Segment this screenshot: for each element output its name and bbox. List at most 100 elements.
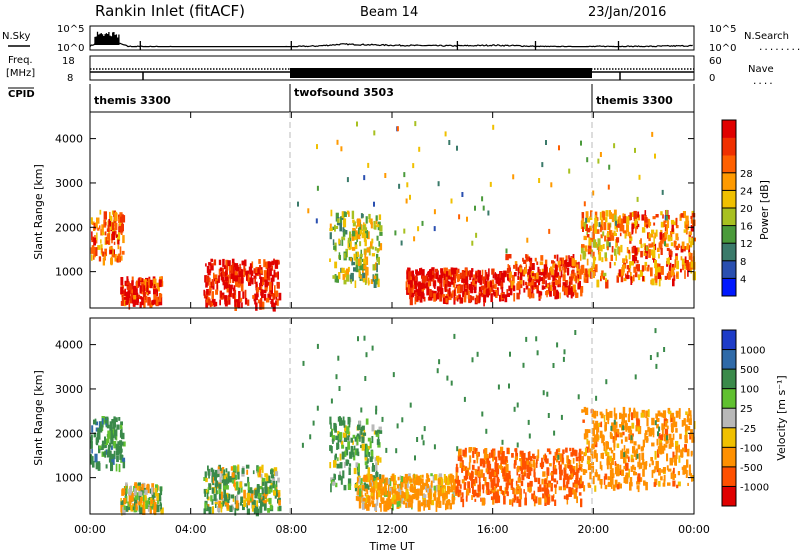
power-cell (586, 157, 589, 163)
power-cell (664, 231, 668, 240)
velocity-cell (672, 473, 677, 478)
power-cell (535, 276, 539, 283)
velocity-cell (370, 450, 374, 460)
velocity-cell (566, 495, 569, 505)
velocity-cell (258, 470, 261, 477)
velocity-cell (365, 418, 369, 425)
velocity-cell (400, 490, 404, 497)
power-cell (613, 143, 616, 149)
velocity-cell (220, 468, 223, 474)
velocity-cell (678, 410, 681, 420)
power-cell (585, 274, 589, 283)
velocity-cell (480, 473, 483, 478)
power-cell (673, 274, 676, 281)
power-cell (367, 277, 370, 286)
velocity-cell (415, 492, 419, 501)
velocity-cell (386, 503, 390, 511)
velocity-cell (654, 450, 657, 460)
power-cell (631, 211, 634, 217)
power-cell (458, 214, 461, 220)
velocity-cell (442, 485, 446, 489)
velocity-cell (631, 412, 634, 421)
velocity-cell (667, 468, 672, 472)
velocity-cell (416, 437, 419, 442)
power-cell (374, 225, 377, 230)
power-cell (354, 234, 357, 240)
velocity-cell (405, 502, 408, 508)
power-cell (585, 224, 588, 231)
velocity-cell (363, 475, 365, 482)
power-cell (452, 290, 454, 297)
velocity-cell (106, 451, 110, 458)
velocity-cell (582, 409, 587, 413)
power-cell (219, 267, 222, 272)
velocity-cell (523, 489, 525, 494)
velocity-cell (465, 496, 468, 502)
power-colorbar-tick-label: 8 (740, 257, 746, 268)
power-cell (207, 269, 211, 276)
velocity-cell (509, 351, 511, 357)
velocity-cell (121, 489, 125, 496)
power-cell (559, 257, 563, 263)
velocity-cell (263, 502, 267, 511)
power-cell (634, 272, 638, 278)
velocity-cell (212, 481, 215, 486)
power-cell (497, 273, 500, 278)
velocity-cell (579, 455, 581, 461)
velocity-cell (689, 410, 692, 416)
sky-right-label: N.Search (744, 31, 789, 42)
power-cell (420, 291, 424, 299)
velocity-cell (278, 491, 280, 501)
power-cell (136, 298, 139, 306)
power-cell (429, 271, 432, 280)
velocity-cell (217, 473, 220, 478)
power-ytick-label: 2000 (55, 221, 83, 234)
velocity-cell (472, 487, 474, 495)
power-cell (597, 158, 600, 164)
power-cell (580, 286, 584, 293)
x-tick-label: 20:00 (577, 523, 609, 536)
velocity-cell (110, 445, 113, 450)
velocity-cell (571, 447, 575, 456)
power-cell (456, 295, 459, 299)
power-cell (232, 266, 235, 275)
velocity-cell (527, 484, 530, 490)
velocity-cell (470, 480, 474, 488)
power-cell (371, 246, 375, 250)
velocity-cell (214, 469, 218, 473)
velocity-cell (625, 462, 629, 471)
velocity-cell (375, 462, 378, 471)
power-cell (232, 293, 235, 299)
cpid-segment-3: themis 3300 (596, 94, 673, 107)
power-cell (129, 296, 133, 304)
velocity-cell (467, 472, 471, 476)
velocity-cell (439, 487, 444, 495)
velocity-cell (656, 418, 660, 422)
velocity-cell (653, 482, 657, 487)
power-cell (684, 266, 687, 270)
velocity-cell (391, 503, 394, 511)
power-cell (104, 231, 107, 236)
power-cell (538, 178, 541, 183)
velocity-cell (348, 467, 351, 475)
velocity-cell (511, 453, 514, 458)
velocity-cell (488, 471, 492, 480)
velocity-cell (448, 500, 451, 504)
power-cell (154, 278, 157, 286)
power-cell (482, 276, 485, 284)
power-cell (107, 224, 110, 232)
power-cell (362, 258, 364, 262)
velocity-cell (261, 499, 265, 507)
power-cell (475, 272, 477, 279)
power-cell (330, 209, 333, 217)
power-cell (595, 264, 598, 273)
power-cell (413, 236, 416, 242)
power-cell (529, 257, 533, 263)
power-cell (365, 275, 368, 284)
power-cell (344, 270, 347, 278)
power-cell (354, 242, 357, 247)
velocity-cell (530, 468, 533, 472)
power-cell (562, 260, 565, 269)
velocity-cell (563, 495, 566, 500)
